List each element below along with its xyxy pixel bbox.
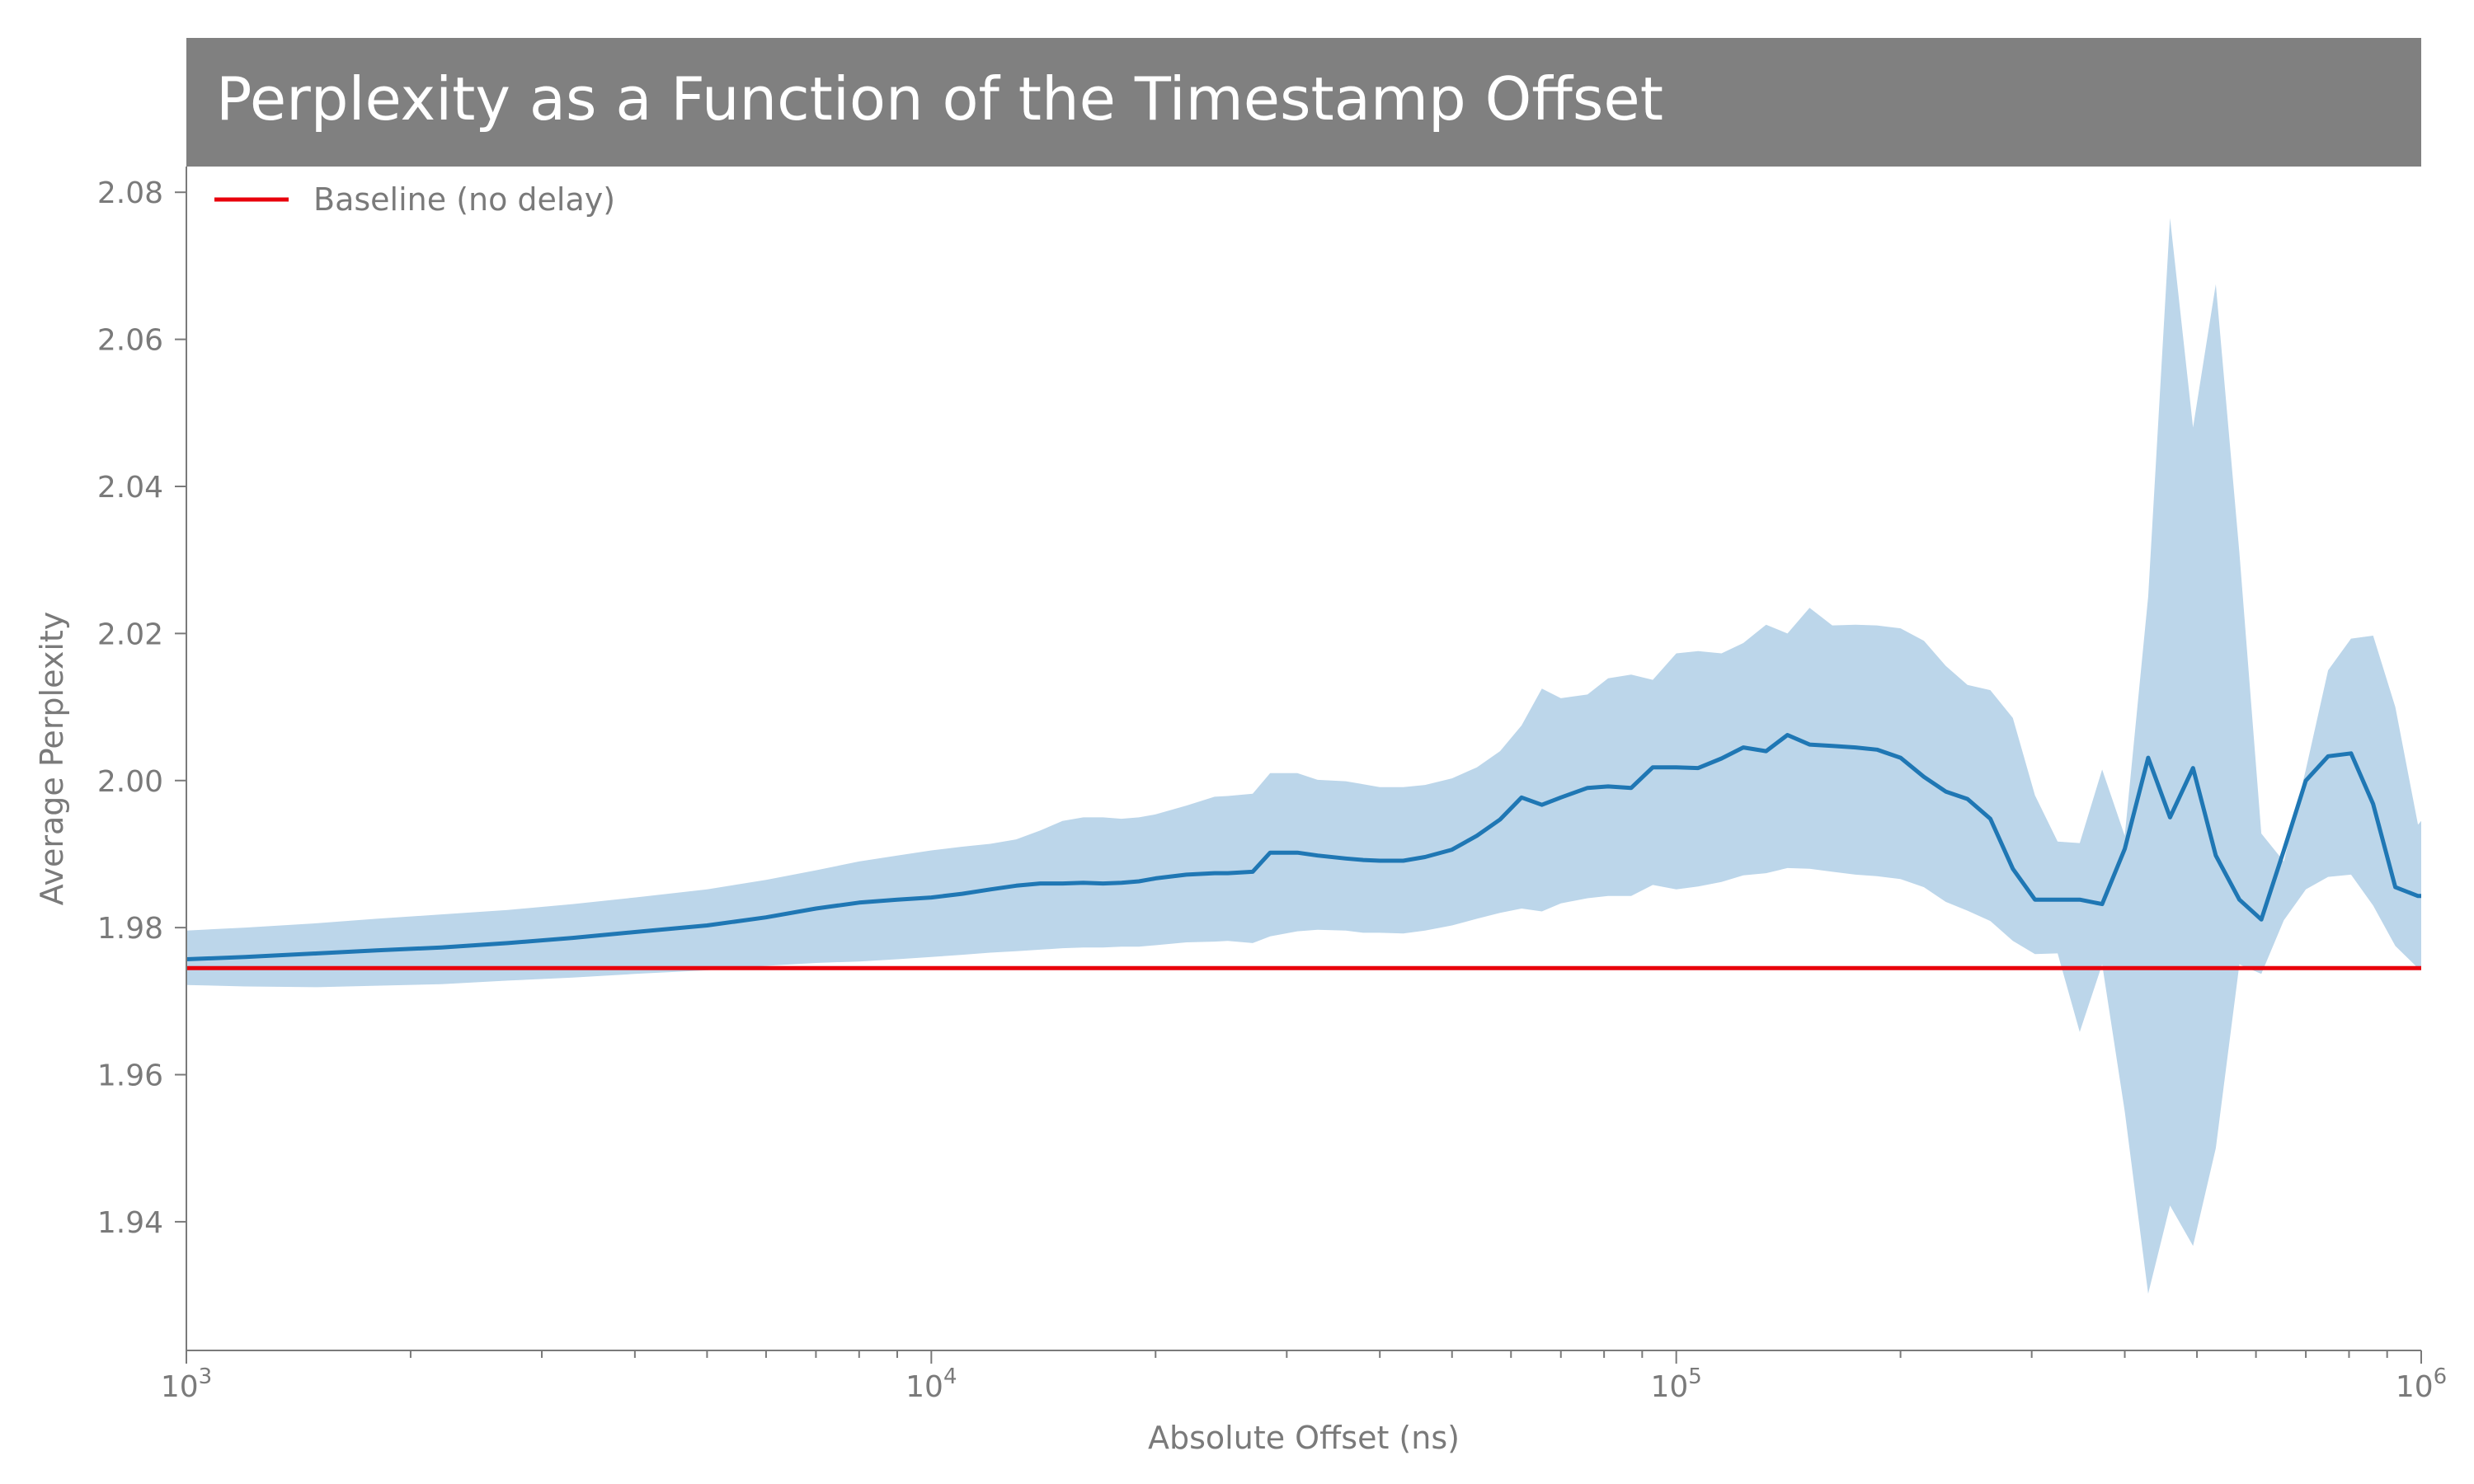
y-tick-label: 2.00 xyxy=(97,765,163,799)
title-bar xyxy=(186,38,2421,167)
x-tick-label: 105 xyxy=(1650,1364,1701,1404)
y-tick-label: 1.98 xyxy=(97,912,163,946)
y-tick-label: 1.96 xyxy=(97,1059,163,1093)
x-axis-ticks: 103 104 105 106 xyxy=(161,1350,2447,1404)
y-tick-label: 2.06 xyxy=(97,324,163,358)
y-tick-label: 2.08 xyxy=(97,176,163,210)
x-tick-label: 103 xyxy=(161,1364,212,1404)
chart-title: Perplexity as a Function of the Timestam… xyxy=(216,64,1663,134)
legend: Baseline (no delay) xyxy=(214,181,615,218)
confidence-band xyxy=(186,218,2421,1294)
y-axis-label: Average Perplexity xyxy=(34,612,70,906)
y-tick-label: 2.02 xyxy=(97,618,163,651)
x-tick-label: 104 xyxy=(905,1364,957,1404)
mean-perplexity-line xyxy=(186,733,2421,961)
y-tick-label: 2.04 xyxy=(97,471,163,505)
y-tick-label: 1.94 xyxy=(97,1206,163,1240)
legend-label-baseline: Baseline (no delay) xyxy=(313,181,615,218)
y-axis-ticks: 1.94 1.96 1.98 2.00 2.02 2.04 2.06 2.08 xyxy=(97,176,186,1240)
plot-area xyxy=(186,218,2421,1294)
x-tick-label: 106 xyxy=(2396,1364,2447,1404)
x-axis-label: Absolute Offset (ns) xyxy=(1148,1420,1460,1456)
